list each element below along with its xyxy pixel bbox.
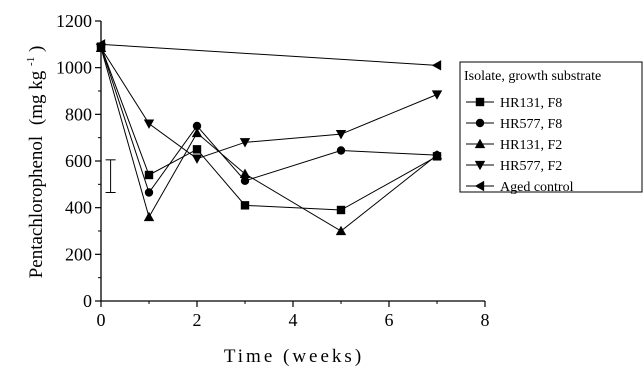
series-line	[100, 47, 438, 160]
data-point	[144, 188, 154, 197]
series-group	[95, 39, 443, 236]
data-point	[431, 60, 442, 71]
data-point	[239, 168, 251, 178]
data-point	[240, 201, 250, 210]
legend-item: HR577, F2	[466, 159, 562, 174]
y-tick-label: 0	[83, 291, 92, 311]
y-axis-title-main: Pentachlorophenol	[26, 136, 47, 278]
y-tick-label: 1200	[56, 11, 92, 31]
y-axis-title-exponent: -1	[25, 57, 37, 66]
series-triangle-down	[95, 43, 443, 164]
legend-marker	[475, 118, 485, 128]
legend-label: HR577, F8	[500, 117, 562, 132]
data-point	[143, 211, 155, 222]
data-point	[431, 149, 443, 160]
data-point	[240, 176, 250, 186]
axes	[100, 21, 485, 302]
data-point	[335, 225, 347, 236]
legend-marker	[474, 138, 486, 149]
series-triangle-left	[95, 39, 442, 71]
y-tick-label: 400	[65, 198, 92, 218]
ticks: 0 200 400 600 800 1000 1200 0 2 4 6 8	[56, 11, 490, 330]
y-tick-label: 800	[65, 104, 92, 124]
data-point	[336, 146, 346, 155]
data-point	[192, 121, 202, 131]
data-point	[191, 154, 203, 164]
data-point	[336, 205, 346, 215]
error-bar	[105, 159, 116, 193]
legend-title: Isolate, growth substrate	[464, 69, 601, 84]
legend-items: HR131, F8 HR577, F8 HR131, F2 HR577, F2 Aged…	[466, 96, 574, 195]
legend-box	[459, 61, 643, 193]
data-point	[239, 138, 251, 148]
legend-marker	[475, 97, 485, 107]
y-tick-label: 1000	[56, 58, 92, 78]
series-triangle-up	[95, 42, 443, 236]
y-tick-label: 600	[65, 151, 92, 171]
series-line	[100, 43, 438, 66]
legend-marker	[474, 180, 485, 192]
x-tick-label: 8	[481, 310, 490, 330]
legend-marker	[474, 160, 486, 171]
x-axis-title: Time (weeks)	[224, 346, 364, 367]
legend-label: Aged control	[500, 180, 574, 195]
data-point	[95, 39, 106, 50]
x-tick-label: 2	[193, 310, 202, 330]
legend-item: HR131, F2	[466, 138, 562, 153]
series-line	[100, 46, 438, 211]
legend: Isolate, growth substrate HR131, F8 HR577…	[459, 61, 643, 195]
x-tick-label: 0	[97, 310, 106, 330]
legend-item: Aged control	[466, 180, 574, 195]
legend-label: HR577, F2	[500, 159, 562, 174]
y-tick-label: 200	[65, 244, 92, 264]
series-line	[100, 47, 438, 232]
y-axis-title-unit: (mg kg	[26, 70, 47, 125]
x-tick-label: 4	[289, 310, 298, 330]
data-point	[335, 130, 347, 140]
legend-item: HR131, F8	[466, 96, 562, 111]
data-point	[191, 127, 203, 138]
data-point	[144, 170, 154, 180]
legend-item: HR577, F8	[466, 117, 562, 132]
y-axis-title-close: )	[26, 46, 47, 52]
legend-label: HR131, F8	[500, 96, 562, 111]
data-point	[143, 119, 155, 129]
data-point	[192, 145, 202, 154]
x-tick-label: 6	[385, 310, 394, 330]
data-point	[431, 90, 443, 100]
legend-label: HR131, F2	[500, 138, 562, 153]
y-axis-title: Pentachlorophenol (mg kg -1 )	[18, 46, 47, 279]
